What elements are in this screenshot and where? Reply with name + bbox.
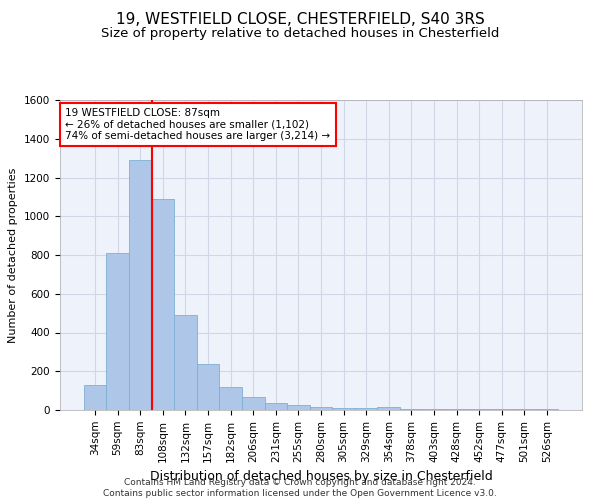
Bar [287, 405, 310, 410]
Bar [422, 409, 445, 410]
Bar [129, 160, 152, 410]
Bar [445, 409, 468, 410]
Bar [332, 408, 355, 410]
Bar [377, 407, 400, 410]
Bar [513, 409, 536, 410]
Bar [242, 398, 265, 410]
Bar [490, 409, 513, 410]
Bar [355, 408, 377, 410]
Bar [197, 364, 220, 410]
Bar [152, 199, 174, 410]
X-axis label: Distribution of detached houses by size in Chesterfield: Distribution of detached houses by size … [149, 470, 493, 483]
Bar [174, 315, 197, 410]
Bar [106, 253, 129, 410]
Bar [400, 409, 422, 410]
Bar [310, 407, 332, 410]
Text: 19 WESTFIELD CLOSE: 87sqm
← 26% of detached houses are smaller (1,102)
74% of se: 19 WESTFIELD CLOSE: 87sqm ← 26% of detac… [65, 108, 331, 141]
Bar [84, 385, 106, 410]
Text: 19, WESTFIELD CLOSE, CHESTERFIELD, S40 3RS: 19, WESTFIELD CLOSE, CHESTERFIELD, S40 3… [116, 12, 484, 28]
Text: Contains HM Land Registry data © Crown copyright and database right 2024.
Contai: Contains HM Land Registry data © Crown c… [103, 478, 497, 498]
Bar [536, 409, 558, 410]
Text: Size of property relative to detached houses in Chesterfield: Size of property relative to detached ho… [101, 28, 499, 40]
Bar [265, 403, 287, 410]
Bar [468, 409, 490, 410]
Bar [220, 387, 242, 410]
Y-axis label: Number of detached properties: Number of detached properties [8, 168, 19, 342]
